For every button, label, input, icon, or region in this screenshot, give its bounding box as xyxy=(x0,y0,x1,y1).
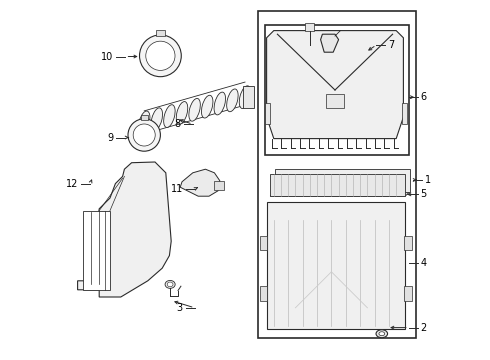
Text: 6: 6 xyxy=(421,92,427,102)
Bar xyxy=(156,30,165,36)
Text: 10: 10 xyxy=(101,51,114,62)
Bar xyxy=(265,25,409,155)
Circle shape xyxy=(128,119,160,151)
Polygon shape xyxy=(83,211,110,290)
Circle shape xyxy=(140,35,181,77)
Ellipse shape xyxy=(165,280,175,288)
Polygon shape xyxy=(274,169,410,192)
Circle shape xyxy=(146,41,175,71)
Bar xyxy=(326,94,344,108)
Ellipse shape xyxy=(201,95,213,118)
Bar xyxy=(260,236,268,250)
Ellipse shape xyxy=(227,89,238,112)
Polygon shape xyxy=(180,169,220,196)
Polygon shape xyxy=(267,31,403,139)
Text: 3: 3 xyxy=(176,303,183,313)
Polygon shape xyxy=(77,162,171,297)
Ellipse shape xyxy=(214,92,225,115)
Bar xyxy=(260,286,268,301)
Polygon shape xyxy=(320,34,339,52)
Text: 5: 5 xyxy=(421,189,427,199)
Bar xyxy=(305,23,314,31)
Bar xyxy=(215,181,224,190)
Polygon shape xyxy=(267,202,405,329)
Text: 4: 4 xyxy=(421,258,427,268)
Text: 9: 9 xyxy=(107,132,114,143)
Bar xyxy=(141,115,148,120)
Polygon shape xyxy=(270,174,405,196)
Ellipse shape xyxy=(176,102,188,124)
Polygon shape xyxy=(243,86,254,108)
Ellipse shape xyxy=(139,111,150,134)
Polygon shape xyxy=(270,192,410,196)
Ellipse shape xyxy=(164,105,175,127)
Ellipse shape xyxy=(239,86,251,109)
Bar xyxy=(265,103,270,124)
Ellipse shape xyxy=(376,330,388,338)
Text: 12: 12 xyxy=(66,179,78,189)
Ellipse shape xyxy=(189,98,200,121)
Bar xyxy=(258,11,416,338)
Bar xyxy=(404,236,412,250)
Ellipse shape xyxy=(167,282,173,287)
Circle shape xyxy=(133,124,155,146)
Ellipse shape xyxy=(151,108,163,131)
Ellipse shape xyxy=(379,332,385,336)
Text: 7: 7 xyxy=(388,40,394,50)
Text: 8: 8 xyxy=(175,119,181,129)
Text: 11: 11 xyxy=(171,184,183,194)
Text: 1: 1 xyxy=(425,175,431,185)
Bar xyxy=(402,103,407,124)
Bar xyxy=(404,286,412,301)
Text: 2: 2 xyxy=(421,323,427,333)
